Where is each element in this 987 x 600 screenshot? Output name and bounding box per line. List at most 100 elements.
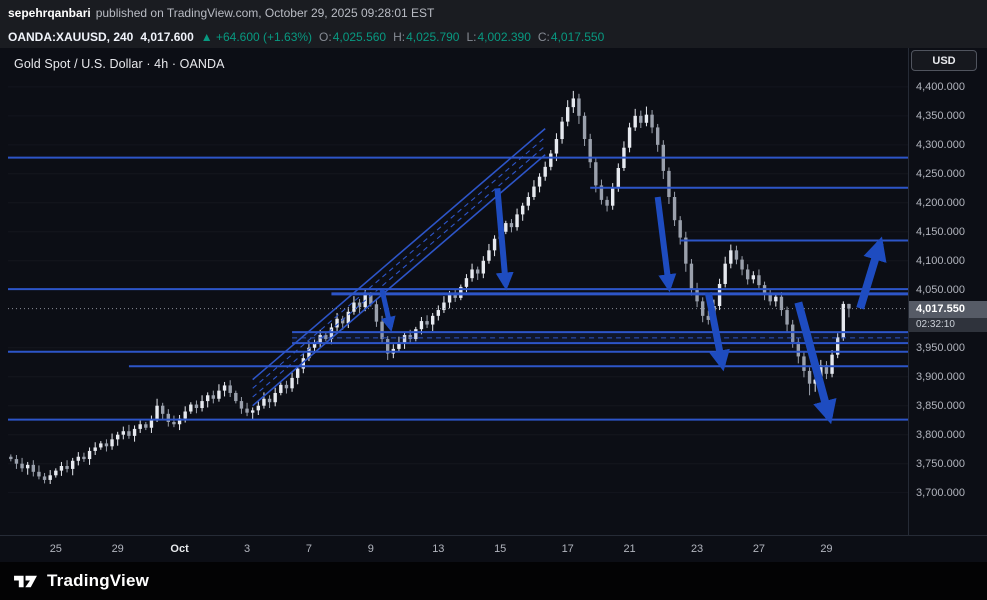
price-axis[interactable]: 3,700.000 3,750.000 3,800.000 3,850.000 3,90…: [909, 48, 987, 535]
candle: [830, 350, 834, 378]
time-axis-label: 25: [49, 543, 62, 555]
last-price-tag: 4,017.550 02:32:10: [909, 300, 987, 332]
trend-arrow-down[interactable]: [494, 188, 514, 291]
currency-button[interactable]: USD: [911, 50, 977, 71]
candle: [397, 336, 401, 352]
candle: [20, 457, 24, 472]
channel-line[interactable]: [252, 127, 546, 381]
tradingview-logo-icon[interactable]: [12, 571, 39, 592]
trend-arrow-down[interactable]: [704, 291, 730, 372]
candle: [177, 414, 182, 431]
candle: [841, 301, 846, 341]
candle: [504, 220, 508, 235]
candle: [740, 256, 744, 276]
candle: [374, 300, 379, 327]
price-axis-label: 3,850.000: [916, 399, 965, 412]
candle: [639, 110, 643, 129]
channel-line[interactable]: [252, 154, 546, 407]
publish-bar: sepehrqanbari published on TradingView.c…: [0, 0, 987, 26]
candle: [588, 133, 592, 169]
symbol-title[interactable]: OANDA:XAUUSD, 240: [8, 30, 134, 44]
candle: [684, 231, 688, 272]
ohlc-high: H: 4,025.790: [393, 30, 460, 44]
candle: [115, 431, 120, 446]
candle: [549, 150, 553, 171]
time-axis-label: 27: [752, 543, 766, 555]
time-axis-label: 15: [494, 543, 507, 555]
candle: [149, 415, 154, 433]
candle: [667, 167, 671, 204]
ohlc-close: C: 4,017.550: [537, 30, 605, 44]
candle: [768, 289, 772, 306]
candle: [475, 266, 480, 280]
candle: [267, 395, 272, 409]
candle: [93, 442, 97, 455]
ohlc-open: O: 4,025.560: [319, 30, 387, 44]
time-axis-label: 17: [561, 543, 574, 555]
candle: [70, 457, 75, 476]
username[interactable]: sepehrqanbari: [8, 6, 91, 20]
candle: [802, 351, 806, 378]
drawings-layer: [8, 127, 908, 421]
candle: [121, 426, 126, 440]
candles-layer: [9, 90, 851, 484]
candle: [172, 415, 176, 428]
time-axis[interactable]: 25 29 Oct 3 7 9 13 15 17 21 23 27 29: [0, 535, 987, 563]
last-price-value: 4,017.600: [140, 30, 194, 44]
candle: [357, 299, 362, 313]
candlestick-chart[interactable]: [8, 48, 908, 535]
candle: [622, 141, 626, 171]
candle: [14, 454, 19, 469]
bar-countdown: 02:32:10: [909, 317, 987, 332]
candle: [76, 452, 81, 466]
candle: [492, 235, 497, 257]
trend-arrow-down[interactable]: [794, 301, 837, 425]
trend-arrow-up[interactable]: [856, 236, 887, 310]
channel-line[interactable]: [252, 136, 546, 389]
footer: TradingView: [0, 562, 987, 600]
candle: [160, 402, 165, 421]
candle: [144, 421, 148, 431]
candle: [189, 402, 193, 414]
candle: [104, 439, 109, 452]
price-axis-label: 3,950.000: [916, 341, 965, 354]
candle: [329, 323, 334, 345]
price-axis-label: 4,200.000: [916, 196, 965, 209]
candle: [295, 365, 300, 385]
candle: [25, 461, 30, 475]
tradingview-wordmark[interactable]: TradingView: [47, 571, 150, 590]
candle: [515, 208, 519, 231]
price-axis-label: 3,700.000: [916, 486, 965, 499]
channel-line[interactable]: [252, 145, 546, 398]
ohlc-low: L: 4,002.390: [466, 30, 531, 44]
candle: [487, 243, 491, 264]
candle: [273, 387, 277, 407]
symbol-info-bar: OANDA:XAUUSD, 240 4,017.600 ▲ +64.600 (+…: [0, 26, 987, 48]
candle: [599, 179, 604, 205]
trend-arrow-down[interactable]: [379, 289, 396, 332]
candle: [279, 382, 283, 396]
candle: [127, 424, 131, 439]
arrows-layer: [379, 188, 887, 425]
candle: [734, 245, 739, 265]
candle: [54, 468, 58, 478]
price-change: ▲ +64.600 (+1.63%): [200, 30, 313, 44]
candle: [745, 264, 750, 285]
candle: [222, 381, 227, 397]
candle: [509, 219, 514, 233]
time-axis-label: 21: [623, 543, 636, 555]
candle: [42, 472, 47, 484]
candle: [200, 395, 204, 412]
chart-area[interactable]: Gold Spot / U.S. Dollar · 4h · OANDA USD…: [0, 48, 987, 563]
candle: [762, 281, 767, 301]
candle: [194, 400, 199, 414]
candle: [31, 460, 36, 477]
trend-arrow-down[interactable]: [654, 196, 677, 293]
price-axis-label: 4,250.000: [916, 167, 965, 180]
chart-legend[interactable]: Gold Spot / U.S. Dollar · 4h · OANDA: [14, 57, 225, 71]
candle: [543, 161, 547, 181]
candle: [37, 465, 41, 480]
candle: [402, 331, 407, 349]
candle: [526, 192, 531, 211]
candle: [245, 402, 249, 417]
